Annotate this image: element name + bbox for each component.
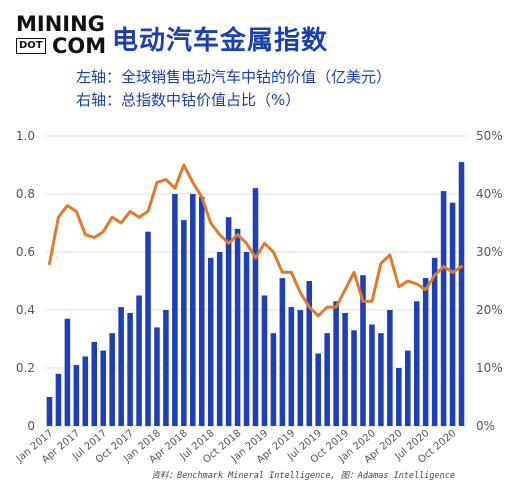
left-tick-label: 0.4: [16, 303, 35, 317]
bar: [449, 202, 456, 426]
bar: [136, 295, 142, 426]
bar: [109, 333, 115, 426]
right-tick-label: 20%: [476, 303, 503, 317]
bar: [270, 333, 277, 426]
bar: [306, 281, 313, 426]
left-axis-ticks: 0 0.2 0.4 0.6 0.8 1.0: [16, 129, 35, 433]
left-tick-label: 0.8: [16, 187, 35, 201]
bar: [216, 252, 223, 426]
bar: [369, 324, 375, 426]
bar: [297, 310, 304, 426]
bar: [252, 188, 259, 426]
right-tick-label: 0%: [476, 419, 495, 433]
bar: [440, 191, 447, 426]
bar: [351, 330, 357, 426]
chart-subtitle-left-axis: 左轴：全球销售电动汽车中钴的价值（亿美元）: [76, 68, 392, 86]
bar: [55, 373, 62, 426]
left-tick-label: 0: [27, 419, 35, 433]
right-axis-ticks: 0% 10% 20% 30% 40% 50%: [476, 129, 503, 433]
bar: [190, 194, 196, 426]
bar: [163, 310, 169, 426]
right-tick-label: 50%: [476, 129, 503, 143]
source-note: 资料：Benchmark Mineral Intelligence, 图：Ada…: [152, 470, 456, 481]
left-tick-label: 0.6: [16, 245, 35, 259]
logo-text-dot: DOT: [16, 38, 46, 54]
bar: [279, 278, 286, 426]
bar: [413, 301, 420, 426]
logo-text-mining: MINING: [16, 12, 105, 36]
bar: [360, 275, 366, 426]
bar: [405, 350, 411, 426]
bar: [46, 397, 53, 426]
bar: [198, 196, 205, 426]
bar: [315, 353, 321, 426]
logo-text-com: COM: [52, 34, 107, 58]
bar: [288, 307, 295, 426]
chart-title: 电动汽车金属指数: [112, 26, 329, 56]
bar: [243, 252, 250, 426]
bar: [261, 295, 268, 426]
cobalt-share-line: [47, 163, 464, 318]
right-tick-label: 10%: [476, 361, 503, 375]
bar: [234, 228, 241, 426]
bar: [100, 350, 106, 426]
bar: [145, 231, 151, 426]
bar: [225, 217, 232, 426]
bar: [431, 257, 438, 426]
bar-series: [46, 162, 465, 426]
bar: [333, 301, 339, 426]
bar: [154, 327, 160, 426]
bar: [172, 194, 178, 426]
right-tick-label: 40%: [476, 187, 503, 201]
brand-logo: MINING DOT COM: [16, 12, 106, 60]
bar: [378, 333, 384, 426]
bar: [324, 333, 330, 426]
bar: [387, 310, 393, 426]
bar: [396, 368, 402, 426]
bar: [73, 365, 80, 426]
bar: [207, 257, 214, 426]
bar: [91, 341, 98, 426]
left-tick-label: 1.0: [16, 129, 35, 143]
bar: [458, 162, 465, 426]
bar: [422, 278, 429, 426]
bar: [64, 318, 71, 426]
right-tick-label: 30%: [476, 245, 503, 259]
chart-subtitle-right-axis: 右轴：总指数中钴价值占比（%）: [76, 91, 301, 109]
left-tick-label: 0.2: [16, 361, 35, 375]
bar: [118, 307, 124, 426]
bar: [181, 220, 187, 426]
bar: [82, 356, 89, 426]
bar: [127, 312, 133, 426]
line-series: [47, 163, 464, 318]
bar: [342, 312, 348, 426]
